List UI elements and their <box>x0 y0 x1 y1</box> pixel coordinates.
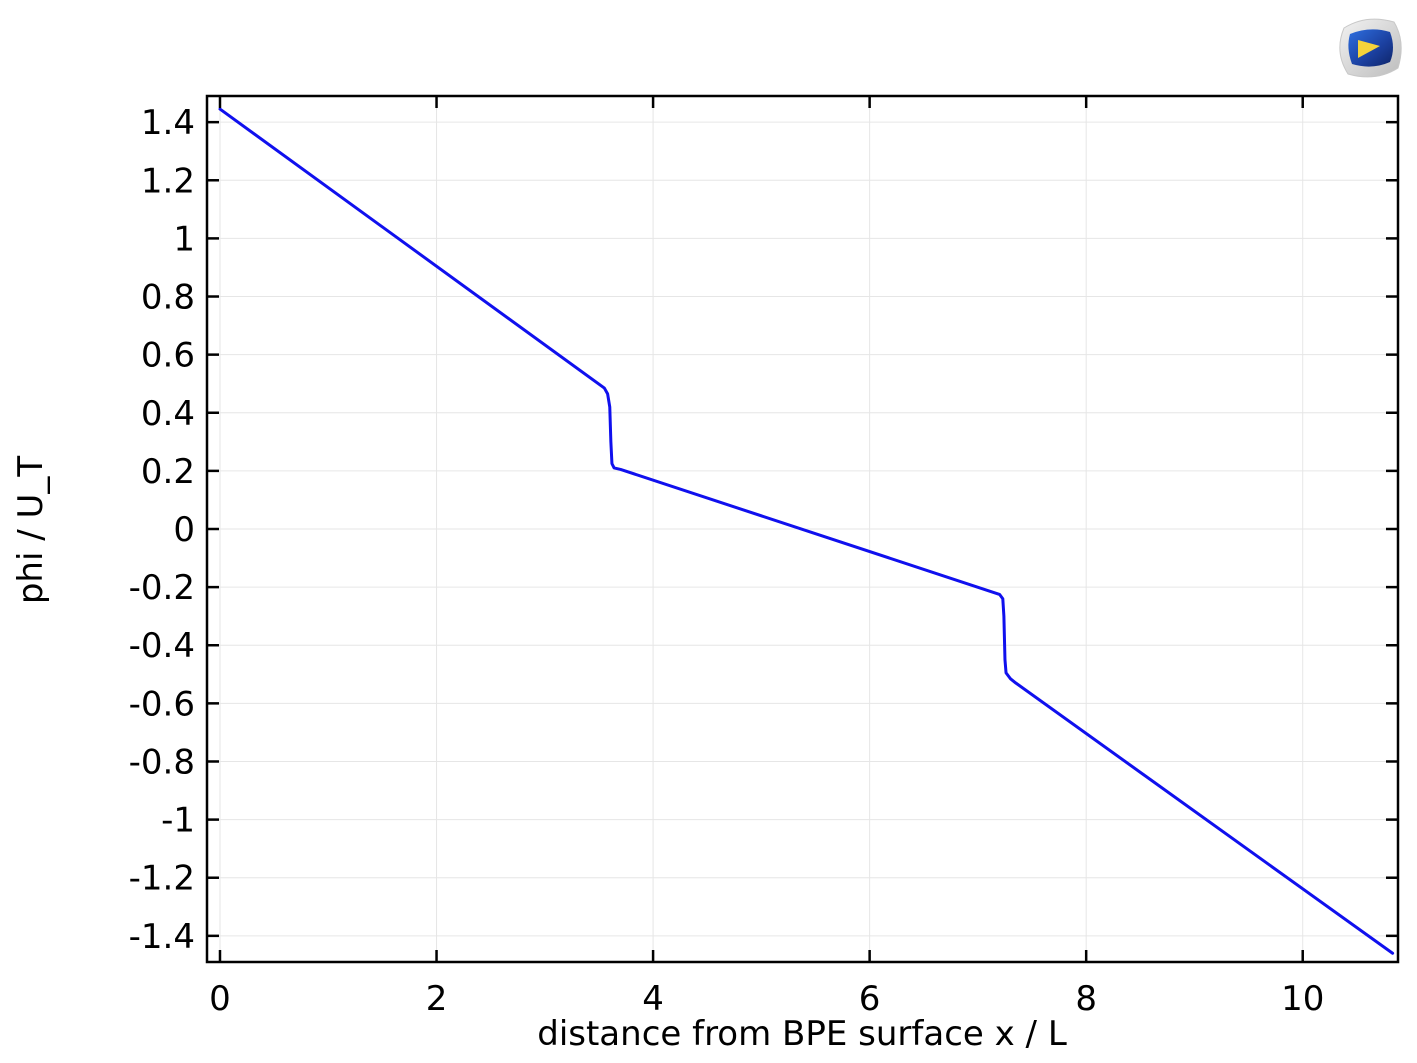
y-tick-label: -1.2 <box>129 859 195 899</box>
x-tick-label: 0 <box>209 979 231 1019</box>
x-tick-label: 8 <box>1075 979 1097 1019</box>
y-tick-label: 0.2 <box>141 452 195 492</box>
x-tick-label: 2 <box>426 979 448 1019</box>
y-tick-label: -0.4 <box>129 626 195 666</box>
y-tick-label: -0.6 <box>129 684 195 724</box>
logo-highlight <box>1358 40 1380 58</box>
x-tick-labels: 0 2 4 6 8 10 <box>209 979 1324 1019</box>
y-tick-label: -1.4 <box>129 917 195 957</box>
x-axis-title: distance from BPE surface x / L <box>537 1014 1067 1054</box>
ticks <box>207 96 1398 962</box>
grid-lines <box>207 96 1398 962</box>
x-tick-label: 10 <box>1281 979 1324 1019</box>
y-tick-label: 0.6 <box>141 336 195 376</box>
y-tick-label: 0 <box>173 510 195 550</box>
series-layer <box>218 107 1395 955</box>
y-tick-label: 0.4 <box>141 394 195 434</box>
y-tick-label: -1 <box>161 801 195 841</box>
x-tick-label: 4 <box>642 979 664 1019</box>
y-tick-labels: 1.4 1.2 1 0.8 0.6 0.4 0.2 0 -0.2 -0.4 -0.6 -0.8 -1 -1… <box>129 103 195 957</box>
series-line <box>218 107 1395 955</box>
x-tick-label: 6 <box>859 979 881 1019</box>
y-tick-label: -0.8 <box>129 742 195 782</box>
y-tick-label: 0.8 <box>141 278 195 318</box>
y-tick-label: 1.2 <box>141 161 195 201</box>
y-tick-label: -0.2 <box>129 568 195 608</box>
app-logo <box>1339 18 1402 78</box>
y-tick-label: 1.4 <box>141 103 195 143</box>
y-axis-title: phi / U_T <box>11 456 51 605</box>
y-tick-label: 1 <box>173 219 195 259</box>
